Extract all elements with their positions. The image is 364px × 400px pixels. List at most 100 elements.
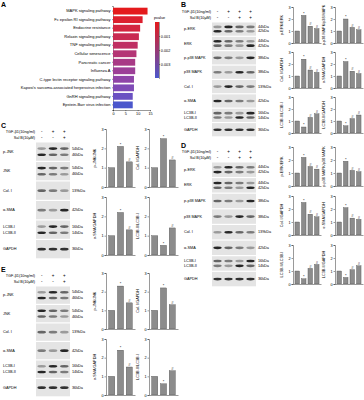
- bar-chart: LC3B-II/LC3B-I0123*##: [280, 244, 322, 287]
- tick: 3: [101, 272, 106, 276]
- band: [246, 116, 254, 119]
- tick: 1: [330, 75, 335, 79]
- band: [213, 186, 221, 189]
- tick: 3: [144, 128, 149, 132]
- annotation: #: [316, 260, 319, 265]
- protein-label: α-SMA: [3, 208, 15, 212]
- axis-title: α-SMA/GAPDH: [93, 354, 97, 381]
- bar: [343, 161, 348, 186]
- lane-sign: +: [52, 129, 55, 134]
- bars: [152, 228, 176, 255]
- protein-label: JNK: [3, 312, 11, 316]
- tick-label: 2: [288, 18, 290, 22]
- axis-line: [292, 148, 294, 187]
- lane-sign: +: [249, 149, 252, 154]
- annotation: #: [309, 21, 312, 26]
- band: [213, 85, 221, 88]
- tick: 2: [144, 290, 149, 294]
- axis-title: Col. I/GAPDH: [136, 289, 140, 313]
- tick-mark: [334, 271, 336, 272]
- band: [37, 386, 46, 389]
- lane-sign: -: [228, 155, 230, 160]
- tick-mark: [112, 36, 113, 37]
- band: [60, 167, 69, 170]
- bar: [152, 376, 158, 395]
- annotation: *: [163, 283, 165, 288]
- bar: [117, 350, 123, 395]
- protein-label: p-p38 MAPK: [184, 56, 206, 60]
- protein-label: LC3B-II: [3, 370, 16, 374]
- tick: C-type lectin receptor signaling pathway: [40, 77, 113, 82]
- band: [213, 112, 221, 115]
- band: [37, 315, 46, 318]
- bar: [337, 76, 342, 88]
- tick-label: Epstein-Barr virus infection: [63, 102, 111, 107]
- bar: [356, 219, 361, 235]
- tick-label: 0: [101, 394, 103, 398]
- tick-label: 1: [144, 375, 146, 379]
- protein-label: p-ERK: [184, 168, 196, 172]
- tick-mark: [105, 310, 107, 311]
- tick-mark: [292, 31, 294, 32]
- band: [246, 265, 254, 268]
- tick-label: Kaposi's sarcoma-associated herpesvirus …: [21, 85, 111, 90]
- band: [213, 128, 221, 131]
- axis: 0123: [101, 272, 106, 332]
- axis-line: [292, 53, 294, 89]
- tick-mark: [334, 7, 336, 8]
- band: [235, 231, 243, 234]
- tick-label: 0: [144, 328, 146, 332]
- annotation: #: [358, 167, 361, 172]
- blot-strip: [36, 162, 70, 180]
- bar: [113, 67, 135, 74]
- tick: 3: [288, 96, 293, 100]
- band: [60, 309, 69, 312]
- tick-label: 0: [288, 132, 290, 136]
- tick-mark: [334, 284, 336, 285]
- bar-chart: α-SMA/GAPDH0123*##: [322, 51, 364, 91]
- band: [246, 40, 254, 43]
- annotation: *: [163, 379, 165, 384]
- band: [246, 112, 254, 115]
- protein-label: ERK: [184, 183, 192, 187]
- tick-mark: [112, 53, 113, 54]
- bar: [295, 31, 300, 43]
- tick-mark: [292, 76, 294, 77]
- band: [213, 26, 221, 29]
- tick: 0: [330, 185, 335, 189]
- band: [60, 189, 69, 192]
- bar: [356, 30, 361, 43]
- kda-label: 14kDa: [72, 231, 84, 235]
- tick-label: 2: [330, 208, 332, 212]
- tick-label: 1: [101, 309, 103, 313]
- bar: [356, 266, 361, 284]
- tick-label: 2: [330, 159, 332, 163]
- band: [37, 365, 46, 368]
- bar: [343, 126, 348, 133]
- tick-label: 1: [101, 166, 103, 170]
- band: [235, 200, 243, 203]
- tick-label: 1: [330, 270, 332, 274]
- lane-sign: +: [63, 279, 66, 284]
- tick-mark: [292, 173, 294, 174]
- axis-line: [336, 88, 364, 89]
- tick: 0: [288, 132, 293, 136]
- bar: [314, 72, 319, 88]
- tick: 2: [288, 159, 293, 163]
- protein-label: p38 MAPK: [184, 215, 203, 219]
- bar: [301, 157, 306, 186]
- tick: 2: [288, 257, 293, 261]
- blot-strip: [36, 182, 70, 200]
- band: [224, 30, 232, 33]
- tick-mark: [105, 339, 107, 340]
- bar: [117, 286, 123, 329]
- axis-line: [294, 235, 322, 236]
- kda-label: 42kDa: [72, 208, 84, 212]
- tick: 2: [101, 147, 106, 151]
- band: [224, 100, 232, 103]
- annotation: *: [163, 241, 165, 246]
- band: [213, 71, 221, 74]
- axis-title: LC3B-II/LC3B-I: [280, 252, 284, 278]
- tick-mark: [112, 70, 113, 71]
- band: [235, 26, 243, 29]
